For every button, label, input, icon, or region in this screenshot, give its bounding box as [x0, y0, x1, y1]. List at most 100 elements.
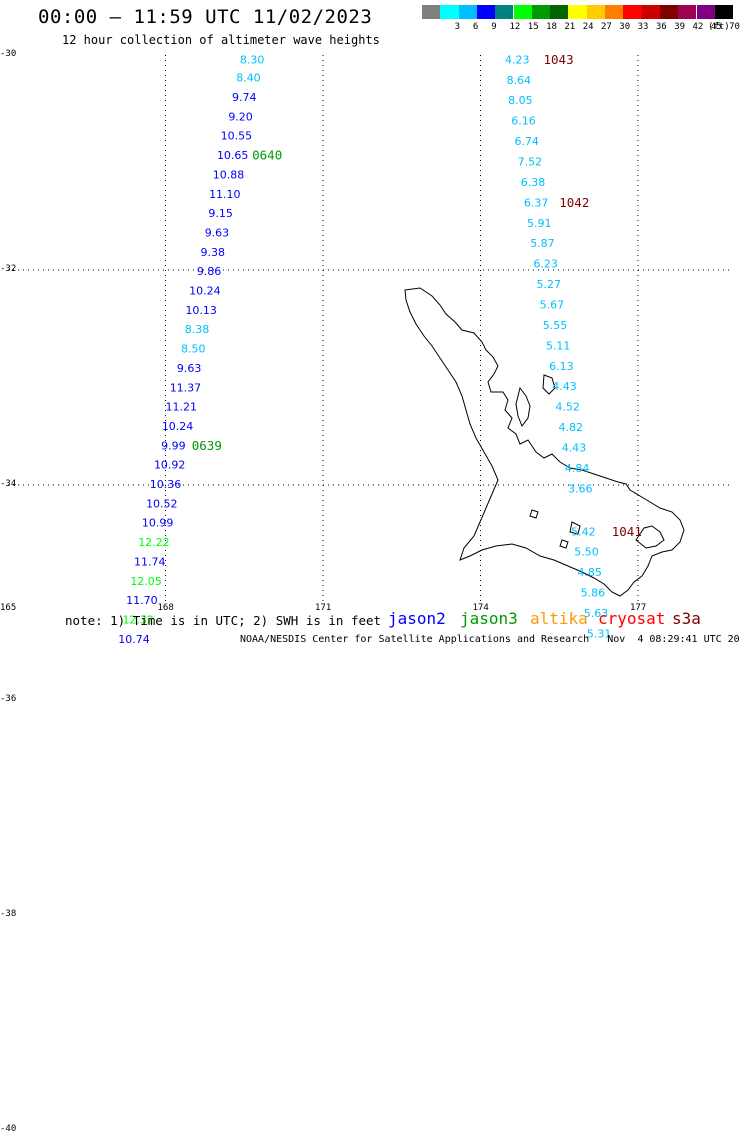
wave-height-value: 9.86: [197, 265, 222, 278]
wave-height-value: 10.24: [162, 420, 194, 433]
wave-height-value: 5.42: [571, 525, 596, 538]
wave-height-value: 4.43: [562, 441, 587, 454]
legend-label: 15: [527, 22, 539, 32]
legend-swatch: [678, 5, 697, 19]
longitude-tick-label: 165: [0, 603, 17, 613]
wave-height-value: 6.37: [524, 196, 549, 209]
wave-height-value: 9.63: [177, 362, 202, 375]
map-title: 00:00 – 11:59 UTC 11/02/2023: [38, 6, 373, 28]
graticule: [8, 55, 730, 602]
legend-swatch: [422, 5, 441, 19]
wave-height-value: 4.52: [555, 401, 580, 414]
legend-label: 70: [729, 22, 740, 32]
mahia-peninsula: [635, 525, 665, 549]
footer-credit: NOAA/NESDIS Center for Satellite Applica…: [240, 634, 740, 645]
wave-height-value: 10.52: [146, 497, 178, 510]
legend-swatch: [550, 5, 569, 19]
satellite-key-altika: altika: [530, 609, 588, 628]
pass-time-label: 0639: [192, 438, 222, 453]
wave-height-value: 4.84: [565, 462, 590, 475]
latitude-tick-label: -32: [0, 264, 17, 274]
wave-height-value: 6.74: [514, 135, 539, 148]
wave-height-value: 10.36: [150, 478, 182, 491]
legend-label: 30: [619, 22, 631, 32]
wave-height-value: 8.40: [236, 72, 261, 85]
wave-height-value: 8.05: [508, 94, 533, 107]
legend-label: 18: [546, 22, 557, 32]
legend-label: 12: [509, 22, 521, 32]
wave-height-value: 11.70: [126, 594, 158, 607]
legend-label: 33: [637, 22, 649, 32]
legend-label: 42: [692, 22, 704, 32]
legend-label: 9: [491, 22, 497, 32]
pass-time-label: 0640: [252, 148, 282, 163]
new-zealand-coastline: [404, 287, 685, 597]
longitude-tick-label: 171: [315, 603, 332, 613]
satellite-key-jason2: jason2: [388, 609, 446, 628]
north-island-coast: [404, 287, 685, 597]
wave-height-value: 9.20: [228, 110, 253, 123]
legend-label: 24: [582, 22, 594, 32]
legend-label: 27: [601, 22, 612, 32]
wave-height-value: 3.66: [568, 482, 593, 495]
wave-height-value: 10.88: [213, 168, 245, 181]
legend-swatch: [440, 5, 459, 19]
legend-swatch: [458, 5, 477, 19]
wave-height-value: 5.91: [527, 217, 552, 230]
wave-height-value: 6.16: [511, 115, 536, 128]
wave-height-value: 8.50: [181, 343, 206, 356]
wave-height-value: 5.63: [584, 607, 609, 620]
legend-swatch: [495, 5, 514, 19]
wave-height-value: 11.37: [170, 381, 202, 394]
legend-label: 39: [674, 22, 686, 32]
latitude-tick-label: -34: [0, 479, 17, 489]
legend-swatch: [568, 5, 587, 19]
wave-height-value: 5.55: [543, 319, 568, 332]
wave-height-value: 4.43: [552, 380, 577, 393]
wave-height-value: 8.64: [507, 74, 532, 87]
wave-height-value: 9.63: [205, 226, 230, 239]
wave-height-value: 11.21: [166, 401, 198, 414]
latitude-tick-label: -36: [0, 694, 17, 704]
wave-height-value: 7.52: [518, 156, 543, 169]
wave-height-value: 12.22: [138, 536, 170, 549]
wave-height-value: 10.55: [221, 130, 253, 143]
wave-height-value: 10.92: [154, 459, 186, 472]
island-b: [529, 509, 539, 519]
wave-height-value: 6.38: [521, 176, 546, 189]
legend-label: 45: [710, 22, 722, 32]
legend-swatch: [659, 5, 679, 19]
wave-height-value: 9.38: [201, 246, 226, 259]
legend-label: 3: [454, 22, 461, 32]
satellite-key-jason3: jason3: [460, 609, 518, 628]
legend-label: 6: [472, 22, 479, 32]
legend-unit: (ft): [708, 22, 730, 32]
legend-label: 36: [655, 22, 667, 32]
wave-height-value: 10.99: [142, 517, 174, 530]
wave-height-value: 10.65: [217, 149, 249, 162]
legend-swatch: [586, 5, 605, 19]
legend-swatch: [696, 5, 715, 19]
island-c: [559, 539, 569, 549]
pass-time-label: 1042: [559, 195, 589, 210]
wave-height-value: 6.23: [533, 258, 558, 271]
wave-height-value: 5.87: [530, 237, 555, 250]
legend-swatch: [714, 5, 734, 19]
coromandel-peninsula: [515, 386, 531, 428]
latitude-tick-label: -38: [0, 909, 17, 919]
wave-height-value: 5.86: [581, 587, 606, 600]
wave-height-value: 5.31: [587, 627, 612, 640]
wave-height-value: 12.32: [122, 613, 154, 626]
satellite-key-s3a: s3a: [672, 609, 701, 628]
wave-height-value: 5.50: [574, 546, 599, 559]
legend-label: 21: [564, 22, 576, 32]
legend-swatch: [641, 5, 660, 19]
latitude-tick-label: -30: [0, 49, 17, 59]
wave-height-value: 4.82: [559, 421, 584, 434]
latitude-tick-label: -40: [0, 1124, 17, 1134]
footer-note: note: 1) Time is in UTC; 2) SWH is in fe…: [65, 613, 382, 628]
pass-time-label: 1041: [612, 524, 642, 539]
wave-height-value: 4.85: [577, 566, 602, 579]
wave-height-value: 12.05: [130, 575, 162, 588]
great-barrier-island: [542, 374, 556, 395]
